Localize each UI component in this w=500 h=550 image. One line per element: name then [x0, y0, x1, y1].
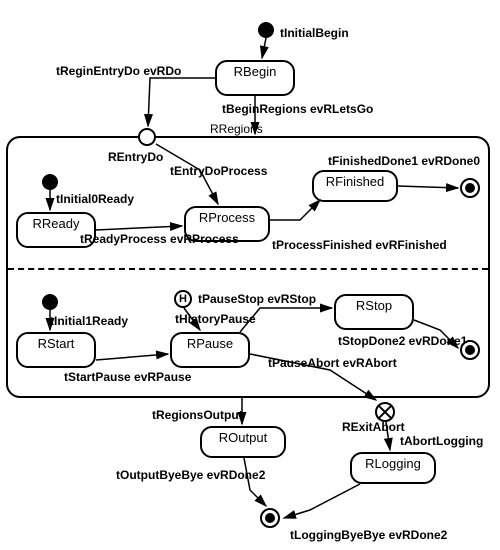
- state-rlogging: RLogging: [350, 452, 436, 484]
- state-routput-label: ROutput: [219, 430, 267, 445]
- label-tpausestop: tPauseStop evRStop: [198, 292, 316, 306]
- state-rfinished-label: RFinished: [326, 174, 385, 189]
- label-tinitialbegin: tInitialBegin: [280, 26, 349, 40]
- state-routput: ROutput: [200, 426, 286, 458]
- region-divider: [8, 268, 488, 270]
- label-tpauseabort: tPauseAbort evRAbort: [268, 356, 397, 370]
- state-rbegin-label: RBegin: [234, 64, 277, 79]
- final-1: [460, 340, 480, 360]
- label-tstartpause: tStartPause evRPause: [64, 370, 191, 384]
- label-rexitabort: RExitAbort: [342, 420, 405, 434]
- label-rentrydo: REntryDo: [108, 150, 163, 164]
- label-tinitial0ready: tInitial0Ready: [56, 192, 134, 206]
- terminate-node: [375, 402, 395, 422]
- final-output: [260, 508, 280, 528]
- state-rstop: RStop: [334, 294, 414, 330]
- initial-begin: [258, 22, 274, 38]
- state-rstop-label: RStop: [356, 298, 392, 313]
- state-rbegin: RBegin: [215, 60, 295, 96]
- history-node: H: [174, 290, 192, 308]
- label-rregions: RRegions: [210, 122, 263, 136]
- history-label: H: [179, 293, 187, 305]
- state-rfinished: RFinished: [312, 170, 398, 202]
- state-rready-label: RReady: [33, 216, 80, 231]
- label-toutputbyebye: tOutputByeBye evRDone2: [116, 468, 265, 482]
- label-tentrydoprocess: tEntryDoProcess: [170, 164, 267, 178]
- label-tstopdone2: tStopDone2 evRDone1: [338, 334, 467, 348]
- state-rstart-label: RStart: [38, 336, 75, 351]
- state-rpause-label: RPause: [187, 336, 233, 351]
- state-rpause: RPause: [170, 332, 250, 368]
- label-tfinisheddone1: tFinishedDone1 evRDone0: [328, 154, 480, 168]
- label-tbeginregions: tBeginRegions evRLetsGo: [222, 102, 373, 116]
- label-treadyprocess: tReadyProcess evRProcess: [80, 232, 239, 246]
- label-tregionsoutput: tRegionsOutput: [152, 408, 243, 422]
- label-treginentrydo: tReginEntryDo evRDo: [56, 64, 181, 78]
- label-tabortlogging: tAbortLogging: [400, 434, 483, 448]
- state-rlogging-label: RLogging: [365, 456, 421, 471]
- label-tinitial1ready: tInitial1Ready: [50, 314, 128, 328]
- state-rstart: RStart: [16, 332, 96, 368]
- state-rprocess-label: RProcess: [199, 210, 255, 225]
- label-tprocessfinished: tProcessFinished evRFinished: [272, 238, 447, 252]
- label-thistorypause: tHistoryPause: [175, 312, 256, 326]
- entry-junction: [138, 128, 156, 146]
- label-tloggingbyebye: tLoggingByeBye evRDone2: [290, 528, 447, 542]
- final-0: [460, 178, 480, 198]
- initial-0: [42, 174, 58, 190]
- initial-1: [42, 294, 58, 310]
